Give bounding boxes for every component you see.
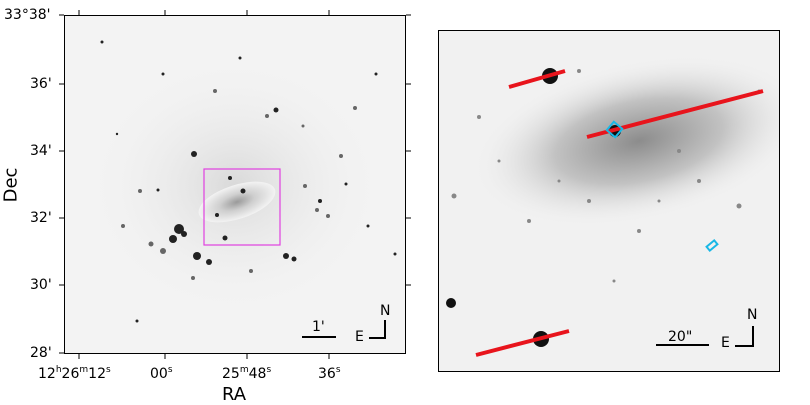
y-axis-label: Dec: [0, 167, 22, 203]
compass-arrows: [735, 326, 754, 347]
y-tick-label: 30': [30, 277, 52, 293]
galaxy-image-right: [438, 30, 780, 372]
compass-arrows: [369, 320, 386, 339]
compass-east-label: E: [355, 329, 364, 345]
y-tick-label: 34': [30, 143, 52, 159]
scale-bar-label: 1': [312, 319, 325, 335]
x-tick-label: 25m48s: [222, 365, 272, 382]
zoom-region-box: [203, 168, 281, 246]
x-tick-label: 12h26m12s: [38, 365, 111, 382]
x-axis-label: RA: [222, 384, 247, 405]
x-tick-label: 36s: [318, 365, 341, 382]
scale-bar-label: 20": [668, 329, 693, 345]
y-tick-label: 33°38': [4, 7, 51, 23]
galaxy-left-graphic: [85, 40, 397, 339]
y-tick-label: 28': [30, 345, 52, 361]
galaxy-image-left: [64, 15, 406, 354]
slit-positions: [475, 69, 764, 357]
compass-east-label: E: [721, 335, 730, 351]
compass-north-label: N: [380, 303, 391, 319]
x-tick-label: 00s: [150, 365, 173, 382]
compass-north-label: N: [747, 307, 758, 323]
galaxy-right-graphic: [446, 55, 779, 357]
y-tick-label: 36': [30, 76, 52, 92]
aperture-markers: [605, 120, 719, 253]
y-tick-label: 32': [30, 210, 52, 226]
